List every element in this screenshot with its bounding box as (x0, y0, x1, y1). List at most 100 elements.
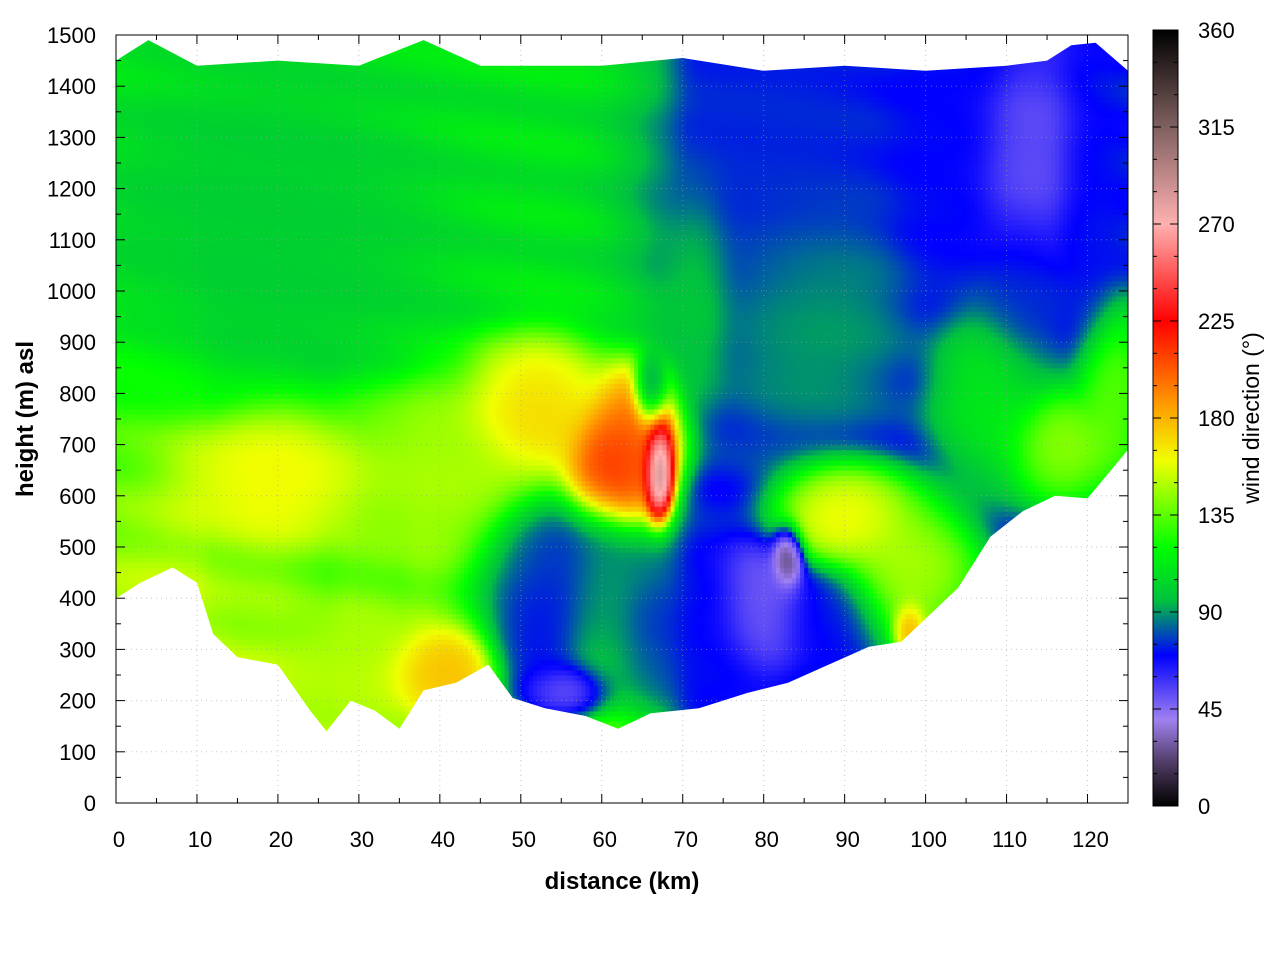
heatmap-cell (213, 388, 218, 394)
heatmap-cell (217, 306, 222, 312)
heatmap-cell (132, 148, 137, 154)
heatmap-cell (144, 50, 149, 56)
heatmap-cell (229, 429, 234, 435)
heatmap-cell (189, 240, 194, 246)
heatmap-cell (233, 117, 238, 123)
heatmap-cell (250, 588, 255, 594)
heatmap-cell (185, 143, 190, 149)
heatmap-cell (189, 322, 194, 328)
heatmap-cell (169, 480, 174, 486)
heatmap-cell (128, 383, 133, 389)
heatmap-cell (209, 189, 214, 195)
heatmap-cell (205, 148, 210, 154)
heatmap-cell (225, 470, 230, 476)
heatmap-cell (205, 168, 210, 174)
heatmap-cell (246, 629, 251, 635)
heatmap-cell (233, 255, 238, 261)
heatmap-cell (197, 491, 202, 497)
heatmap-cell (205, 445, 210, 451)
heatmap-cell (152, 414, 157, 420)
heatmap-cell (233, 306, 238, 312)
heatmap-cell (165, 511, 170, 517)
heatmap-cell (136, 107, 141, 113)
heatmap-cell (136, 368, 141, 374)
heatmap-cell (136, 578, 141, 584)
heatmap-cell (156, 112, 161, 118)
heatmap-cell (124, 496, 129, 502)
heatmap-cell (233, 163, 238, 169)
heatmap-cell (136, 373, 141, 379)
heatmap-cell (169, 137, 174, 143)
heatmap-cell (144, 245, 149, 251)
heatmap-cell (225, 516, 230, 522)
heatmap-cell (237, 603, 242, 609)
heatmap-cell (177, 301, 182, 307)
heatmap-cell (229, 230, 234, 236)
heatmap-cell (229, 450, 234, 456)
heatmap-cell (120, 347, 125, 353)
heatmap-cell (197, 148, 202, 154)
heatmap-cell (128, 148, 133, 154)
heatmap-cell (217, 127, 222, 133)
heatmap-cell (169, 393, 174, 399)
heatmap-cell (165, 194, 170, 200)
heatmap-cell (189, 148, 194, 154)
heatmap-cell (132, 352, 137, 358)
heatmap-cell (169, 281, 174, 287)
heatmap-cell (128, 199, 133, 205)
heatmap-cell (221, 624, 226, 630)
heatmap-cell (140, 117, 145, 123)
heatmap-cell (229, 506, 234, 512)
heatmap-cell (173, 470, 178, 476)
heatmap-cell (197, 306, 202, 312)
heatmap-cell (120, 71, 125, 77)
heatmap-cell (169, 102, 174, 108)
heatmap-cell (225, 486, 230, 492)
heatmap-cell (181, 163, 186, 169)
heatmap-cell (241, 506, 246, 512)
heatmap-cell (193, 91, 198, 97)
heatmap-cell (152, 347, 157, 353)
heatmap-cell (128, 414, 133, 420)
heatmap-cell (140, 470, 145, 476)
heatmap-cell (165, 342, 170, 348)
heatmap-cell (246, 189, 251, 195)
heatmap-cell (124, 465, 129, 471)
heatmap-cell (229, 378, 234, 384)
heatmap-cell (185, 491, 190, 497)
heatmap-cell (165, 450, 170, 456)
heatmap-cell (237, 148, 242, 154)
heatmap-cell (152, 194, 157, 200)
heatmap-cell (161, 532, 166, 538)
heatmap-cell (173, 173, 178, 179)
heatmap-cell (241, 245, 246, 251)
heatmap-cell (156, 404, 161, 410)
heatmap-cell (213, 393, 218, 399)
heatmap-cell (209, 306, 214, 312)
heatmap-cell (185, 465, 190, 471)
heatmap-cell (116, 404, 121, 410)
heatmap-cell (213, 296, 218, 302)
heatmap-cell (221, 634, 226, 640)
heatmap-cell (217, 143, 222, 149)
heatmap-cell (132, 127, 137, 133)
heatmap-cell (229, 455, 234, 461)
heatmap-cell (213, 301, 218, 307)
heatmap-cell (165, 122, 170, 128)
heatmap-cell (177, 61, 182, 67)
heatmap-cell (173, 214, 178, 220)
heatmap-cell (241, 332, 246, 338)
heatmap-cell (177, 480, 182, 486)
heatmap-cell (156, 332, 161, 338)
heatmap-cell (229, 158, 234, 164)
heatmap-cell (161, 480, 166, 486)
heatmap-cell (173, 450, 178, 456)
heatmap-cell (185, 496, 190, 502)
heatmap-cell (237, 465, 242, 471)
heatmap-cell (233, 158, 238, 164)
heatmap-cell (169, 81, 174, 87)
heatmap-cell (221, 532, 226, 538)
heatmap-cell (128, 552, 133, 558)
heatmap-cell (136, 189, 141, 195)
heatmap-cell (229, 608, 234, 614)
